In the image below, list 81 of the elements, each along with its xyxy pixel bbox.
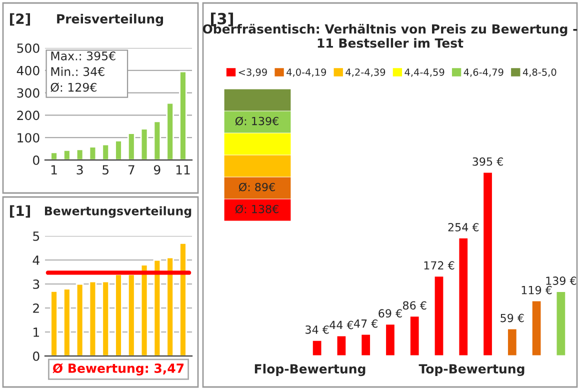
text: Ø: 139€: [235, 116, 278, 126]
bar: [433, 275, 445, 356]
bar: [140, 264, 148, 356]
y-tick-label: 200: [17, 110, 40, 120]
bar: [458, 237, 469, 356]
bar: [384, 323, 396, 356]
y-tick-label: 0: [33, 155, 40, 165]
y-tick-label: 5: [33, 232, 40, 241]
y-tick-label: 500: [17, 43, 40, 53]
legend-label: 4,6-4,79: [464, 68, 504, 77]
bar: [76, 283, 84, 356]
bar: [63, 149, 71, 160]
annotation: Max.: 395€: [51, 51, 116, 60]
data-label: 69 €: [378, 309, 402, 318]
bar: [166, 256, 174, 356]
bar: [153, 120, 162, 160]
legend-label: <3,99: [238, 68, 267, 77]
x-tick-label: 9: [154, 165, 160, 175]
x-tick-label: 1: [51, 165, 57, 174]
bar: [506, 328, 518, 356]
text: Ø: 89€: [238, 182, 275, 192]
bar: [76, 148, 84, 160]
chart-title: Bewertungsverteilung: [44, 206, 192, 218]
bar: [153, 259, 162, 356]
legend-label: 4,2-4,39: [346, 68, 386, 77]
bar: [88, 280, 97, 356]
chart-title: Preisverteilung: [57, 14, 163, 26]
bar: [140, 128, 148, 160]
bar: [555, 290, 566, 356]
bar: [530, 300, 542, 356]
data-label: 172 €: [424, 261, 454, 270]
data-label: 47 €: [354, 319, 378, 328]
legend-label: 4,0-4,19: [286, 68, 326, 77]
x-tick-label: 11: [176, 165, 190, 174]
x-tick-label: 3: [76, 165, 83, 175]
bar: [114, 274, 122, 356]
bar: [360, 333, 372, 356]
bar: [127, 274, 136, 356]
data-label: 254 €: [448, 223, 479, 232]
x-tick-label: 7: [128, 165, 134, 174]
y-tick-label: 400: [16, 66, 40, 76]
data-label: 59 €: [500, 314, 524, 322]
data-label: 119 €: [522, 286, 552, 294]
y-tick-label: 0: [33, 351, 40, 361]
bar: [63, 288, 71, 356]
text: [2]: [10, 13, 30, 26]
bar: [179, 242, 187, 356]
bar: [179, 70, 187, 160]
bar: [482, 171, 494, 356]
ref-line-label: Ø Bewertung: 3,47: [52, 363, 184, 376]
bar: [166, 102, 174, 160]
y-tick-label: 1: [34, 328, 39, 337]
y-tick-label: 3: [33, 279, 40, 289]
text: Flop-Bewertung: [254, 364, 366, 376]
y-tick-label: 300: [17, 88, 40, 98]
annotation: Min.: 34€: [51, 66, 104, 76]
text: [1]: [10, 205, 30, 218]
y-tick-label: 100: [18, 133, 40, 143]
bar: [102, 144, 110, 160]
data-label: 86 €: [403, 301, 426, 310]
text: Top-Bewertung: [418, 364, 524, 376]
legend-label: 4,4-4,59: [404, 68, 444, 77]
bar: [409, 315, 420, 356]
x-tick-label: 5: [102, 165, 108, 175]
y-tick-label: 4: [32, 256, 40, 265]
bar: [114, 140, 122, 160]
data-label: 139 €: [546, 276, 576, 285]
bar: [127, 132, 136, 160]
bar: [88, 146, 97, 160]
bar: [102, 280, 110, 356]
annotation: Ø: 129€: [50, 82, 96, 92]
data-label: 34 €: [306, 325, 329, 334]
bar: [50, 290, 58, 356]
data-label: 395 €: [472, 157, 503, 166]
legend-label: 4,8-5,0: [522, 68, 556, 77]
bar: [336, 334, 348, 356]
bar: [50, 152, 58, 160]
text: Ø: 138€: [235, 204, 278, 214]
bar: [312, 339, 323, 356]
y-tick-label: 2: [33, 303, 39, 313]
data-label: 44 €: [330, 320, 354, 330]
